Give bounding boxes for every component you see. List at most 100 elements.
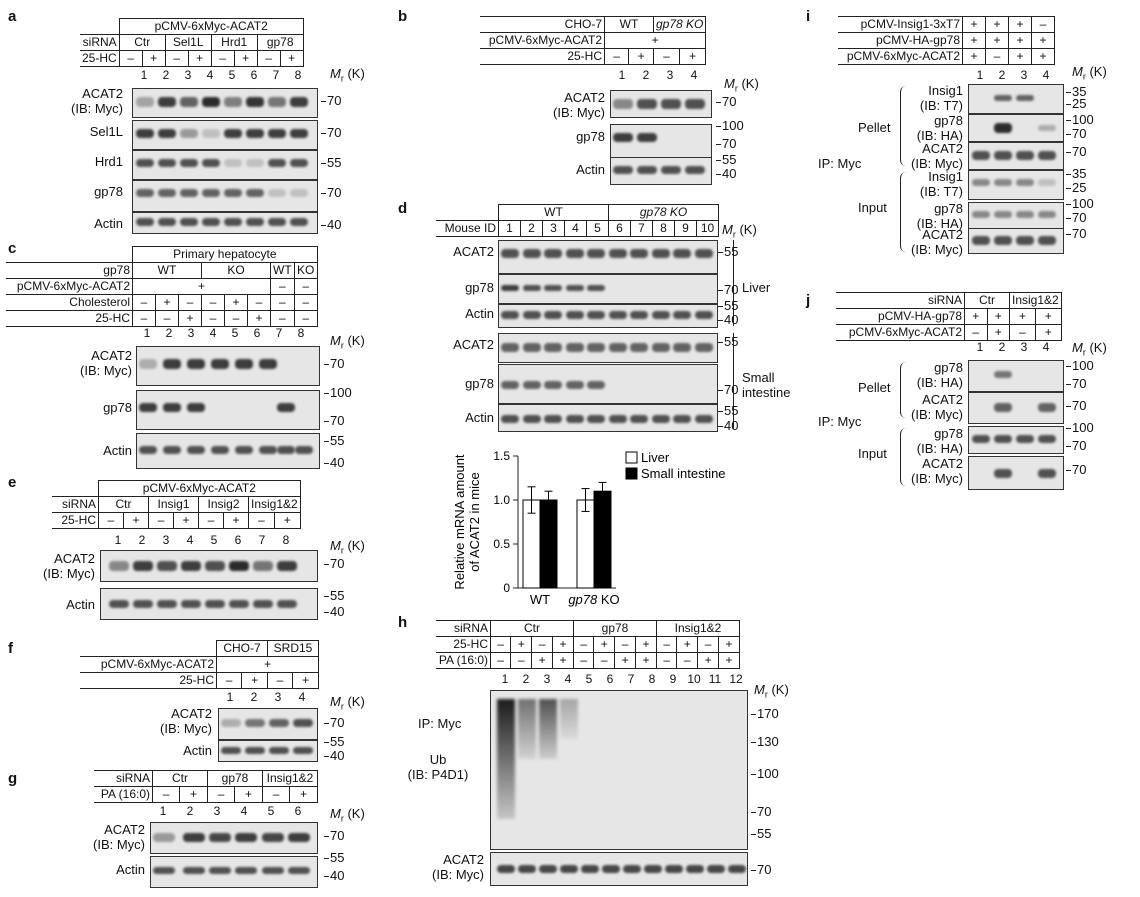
pa-label: PA (16:0) — [94, 786, 153, 803]
mw-marker-b-1b: 70 — [715, 136, 737, 151]
mw-marker-a-0: 70 — [320, 93, 342, 108]
band — [187, 403, 205, 412]
band — [522, 415, 541, 423]
band — [613, 166, 633, 174]
pellet-brace — [900, 362, 907, 418]
mr-label-g: Mr (K) — [330, 806, 365, 824]
hc-sign: + — [628, 48, 654, 65]
band — [158, 218, 176, 226]
lane-number-g: 2 — [186, 804, 194, 818]
band — [246, 189, 264, 197]
row-label-d-0: ACAT2 — [453, 244, 494, 259]
band — [153, 833, 175, 842]
mw-marker-j-0: 100 — [1066, 358, 1094, 373]
panel-g-header: siRNA Ctr gp78 Insig1&2 PA (16:0) – + – + – + — [94, 770, 318, 803]
lane-number-b: 2 — [642, 68, 650, 82]
band — [544, 249, 562, 258]
mw-marker-j-2: 70 — [1065, 398, 1087, 413]
band — [136, 218, 154, 226]
y-tick-label: 0.5 — [493, 537, 510, 551]
mw-marker-c-1a: 100 — [324, 385, 352, 400]
band — [139, 446, 157, 454]
lane-number-a: 1 — [140, 68, 148, 82]
mr-label-j: Mr (K) — [1072, 340, 1107, 358]
row-label-h-acat: ACAT2 (IB: Myc) — [432, 852, 484, 882]
cholesterol-sign: + — [155, 294, 179, 311]
lane-number-h: 4 — [564, 672, 572, 686]
lane-number-e: 2 — [138, 533, 146, 547]
row-label-i-4: gp78 (IB: HA) — [916, 201, 963, 231]
lane-number-c: 4 — [209, 326, 217, 340]
ip-label: IP: Myc — [818, 414, 862, 429]
mw-marker-d-5a: 55 — [717, 403, 739, 418]
hc-sign: – — [164, 50, 189, 67]
band — [246, 159, 264, 167]
panel-letter-e: e — [8, 474, 17, 491]
mw-marker-c-1b: 70 — [323, 413, 345, 428]
construct-label: pCMV-6xMyc-ACAT2 — [80, 656, 217, 673]
blot-c-2 — [136, 433, 320, 469]
hc-sign: – — [215, 672, 243, 689]
row-label-b-0: ACAT2 (IB: Myc) — [553, 90, 605, 120]
row-label-b-2: Actin — [576, 162, 605, 177]
band — [1016, 211, 1034, 218]
hc-sign: + — [141, 50, 166, 67]
sirna-label: siRNA — [52, 496, 99, 513]
band — [673, 415, 691, 423]
blot-d-4 — [498, 364, 718, 404]
cell-chho7: CHO-7 — [216, 640, 268, 657]
row-label-i-2: ACAT2 (IB: Myc) — [911, 141, 963, 171]
blot-a-2 — [132, 150, 318, 180]
hc-sign: – — [98, 512, 124, 529]
band — [253, 600, 273, 608]
band — [994, 236, 1012, 245]
band — [211, 446, 229, 454]
lane-number-i: 1 — [976, 68, 984, 82]
pa-sign: – — [655, 652, 678, 669]
band — [202, 218, 220, 226]
row-label-i-1: gp78 (IB: HA) — [916, 113, 963, 143]
band — [707, 865, 725, 873]
band — [268, 218, 286, 226]
band — [651, 311, 670, 319]
sirna-label: siRNA — [94, 770, 153, 787]
pellet-label: Pellet — [858, 380, 891, 395]
band — [163, 446, 181, 454]
lane-number-a: 2 — [162, 68, 170, 82]
mw-marker-h-1: 130 — [751, 734, 779, 749]
hc-sign: – — [256, 50, 281, 67]
lane-number-g: 5 — [267, 804, 275, 818]
mw-marker-i-1: 25 — [1065, 96, 1087, 111]
lane-number-c: 1 — [143, 326, 151, 340]
bar-small-intestine — [539, 499, 558, 589]
band — [246, 218, 264, 226]
band — [180, 189, 198, 197]
row-label-a-1: Sel1L — [89, 124, 123, 139]
lane-number-a: 8 — [294, 68, 302, 82]
blot-f-0 — [218, 708, 318, 740]
band — [994, 371, 1012, 378]
band — [497, 865, 515, 873]
acat2-construct-sign: + — [962, 48, 986, 65]
hc-sign: – — [266, 672, 294, 689]
acat2-construct-sign: – — [1009, 324, 1036, 341]
y-axis-label: Relative mRNA amount — [452, 454, 467, 589]
band — [295, 446, 313, 454]
blot-h-acat — [490, 852, 748, 886]
mw-marker-e-1a: 55 — [323, 588, 345, 603]
blot-i-0 — [968, 84, 1064, 114]
lane-number-g: 4 — [240, 804, 248, 818]
mw-marker-a-3: 70 — [320, 185, 342, 200]
band — [259, 359, 277, 369]
panel-d-header: WT gp78 KO Mouse ID 1 2 3 4 5 6 7 8 9 10 — [436, 204, 719, 237]
lane-number-h: 5 — [585, 672, 593, 686]
lane-number-e: 5 — [210, 533, 218, 547]
wt-label: WT — [604, 16, 654, 33]
band — [235, 446, 253, 454]
cholesterol-sign: – — [178, 294, 202, 311]
pellet-brace — [900, 86, 907, 166]
lane-number-a: 3 — [184, 68, 192, 82]
bar-liver — [576, 499, 595, 589]
row-label-a-4: Actin — [94, 216, 123, 231]
band — [994, 469, 1012, 478]
